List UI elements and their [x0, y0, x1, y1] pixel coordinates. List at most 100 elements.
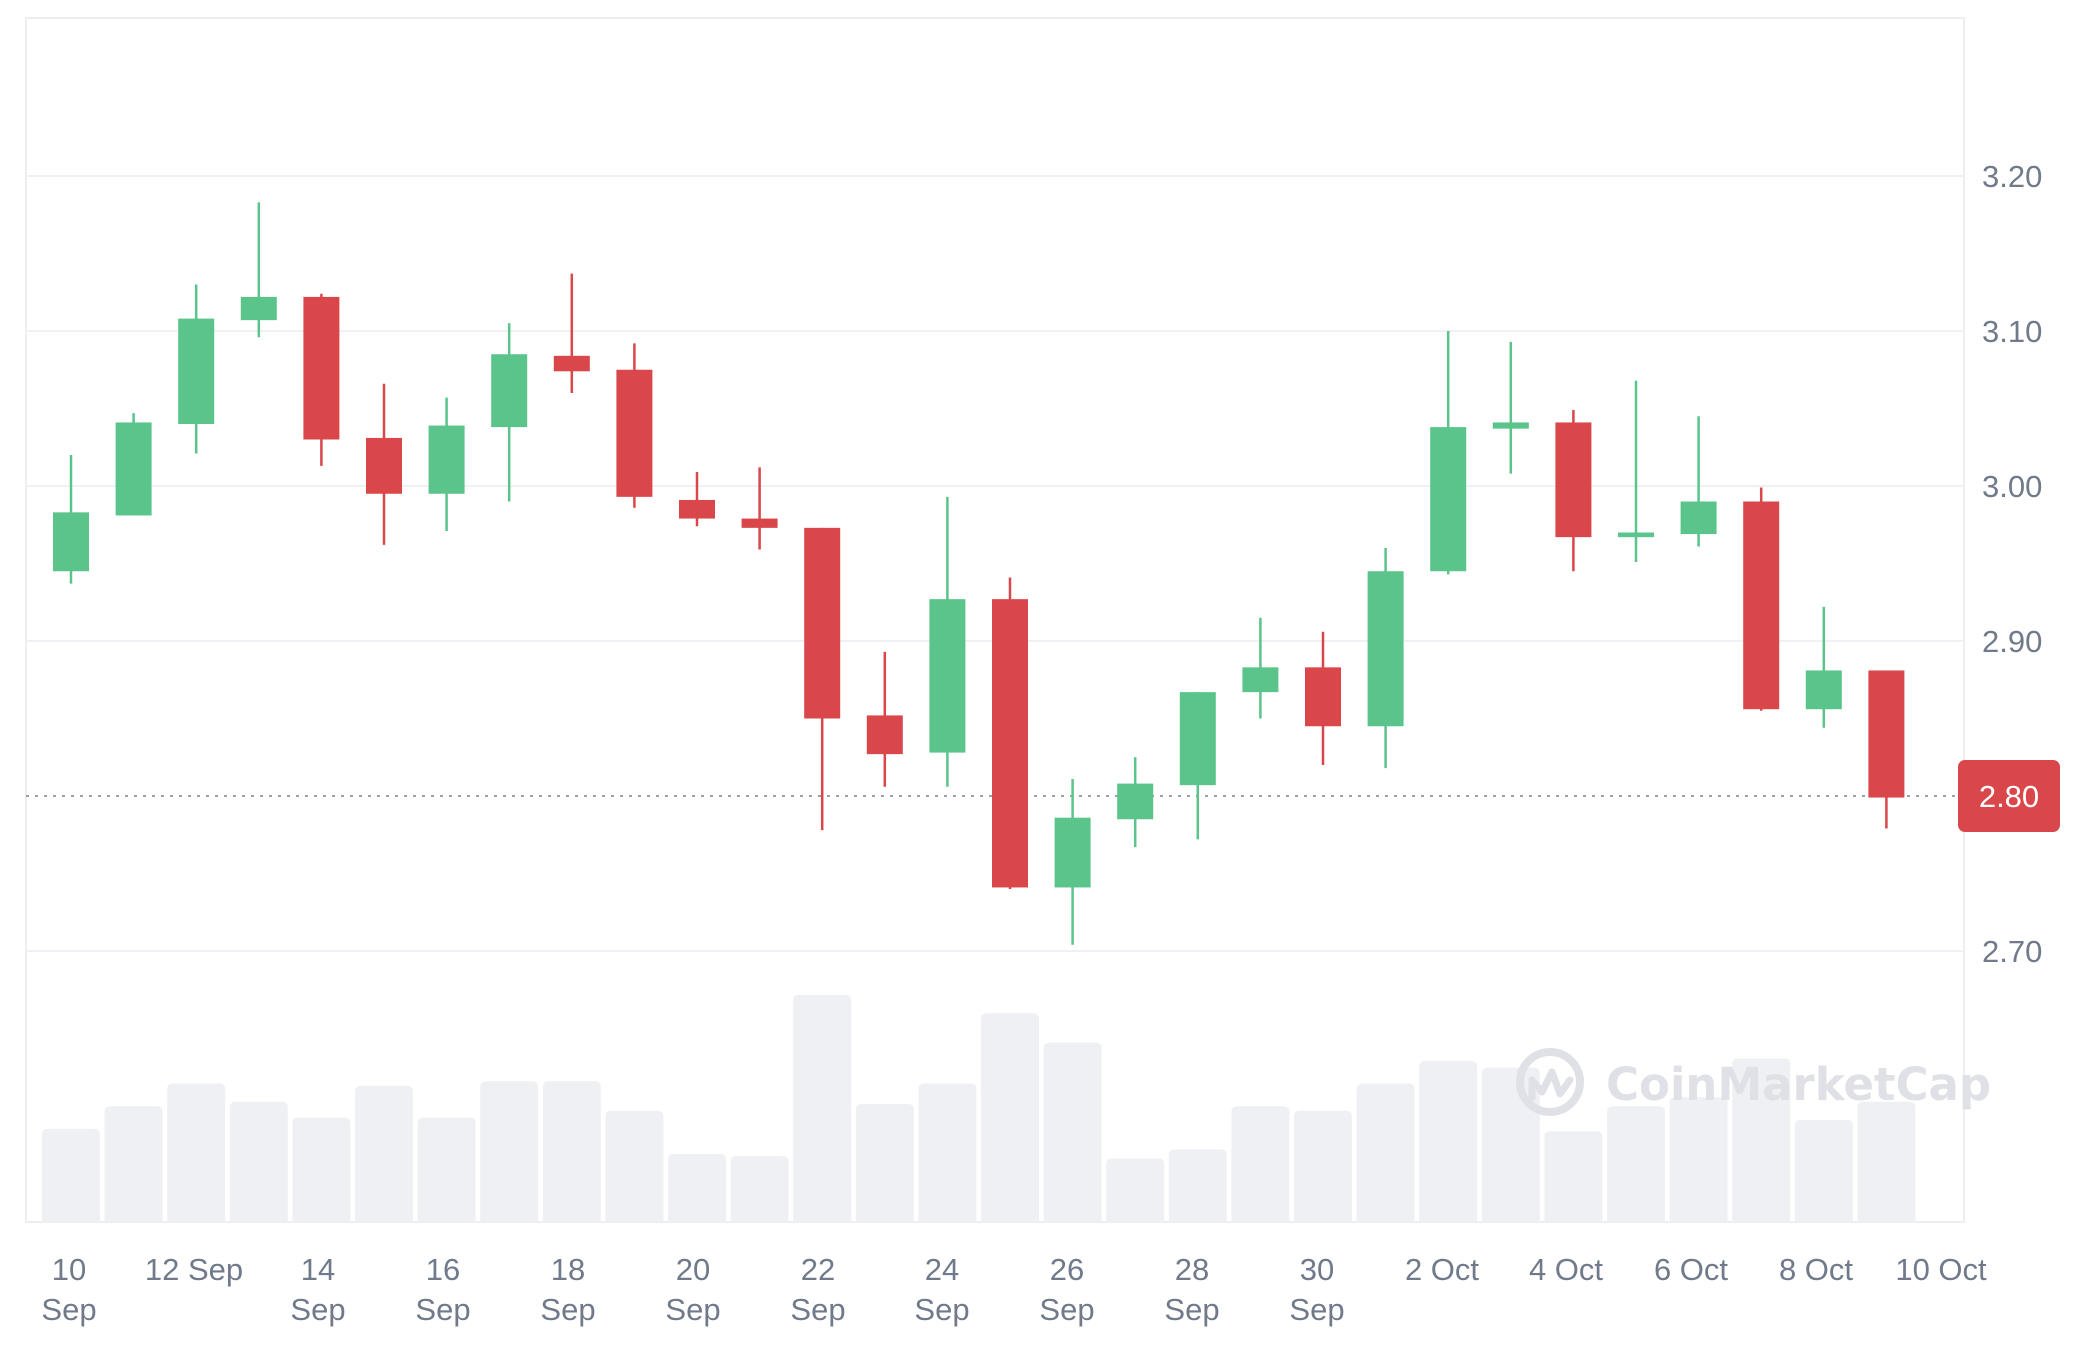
grid-lines — [26, 175, 1964, 952]
y-tick-label: 3.00 — [1982, 469, 2042, 504]
candle — [553, 273, 590, 393]
x-tick-line: 26 — [1050, 1252, 1084, 1287]
candle-body — [1242, 667, 1279, 693]
x-tick-line: 14 — [301, 1252, 335, 1287]
x-tick-line: 6 Oct — [1654, 1252, 1728, 1287]
candle — [303, 293, 340, 466]
x-tick-line: 22 — [801, 1252, 835, 1287]
candle-body — [1868, 670, 1905, 798]
candle — [866, 651, 903, 787]
volume-bar — [355, 1085, 413, 1222]
volume-bars — [42, 995, 1916, 1222]
candle — [428, 397, 465, 531]
x-tick-line: 20 — [676, 1252, 710, 1287]
x-tick-line: Sep — [540, 1292, 595, 1327]
candle — [240, 202, 277, 338]
candle-body — [992, 599, 1028, 888]
candle — [1305, 631, 1341, 765]
candle-body — [1618, 532, 1654, 538]
x-tick-label: 4 Oct — [1529, 1252, 1603, 1287]
x-tick-label: 18 Sep — [540, 1252, 595, 1327]
x-tick-label: 26 Sep — [1039, 1252, 1094, 1327]
volume-bar — [793, 995, 852, 1222]
candle — [1743, 487, 1780, 711]
candle-body — [679, 499, 715, 519]
coinmarketcap-logo-icon — [1516, 1048, 1584, 1116]
x-tick-label: 16 Sep — [415, 1252, 470, 1327]
volume-bar — [1794, 1119, 1853, 1222]
candle-body — [366, 437, 402, 494]
x-tick-label: 22 Sep — [790, 1252, 845, 1327]
candle-body — [491, 354, 528, 428]
x-tick-line: 12 Sep — [145, 1252, 243, 1287]
candle — [1868, 670, 1905, 829]
candle-body — [115, 422, 152, 516]
volume-bar — [1481, 1067, 1540, 1222]
candle — [1054, 778, 1091, 945]
x-tick-line: Sep — [41, 1292, 96, 1327]
x-tick-line: 2 Oct — [1405, 1252, 1479, 1287]
candle-body — [303, 296, 340, 440]
volume-bar — [167, 1083, 226, 1222]
x-tick-line: 18 — [551, 1252, 585, 1287]
volume-bar — [1857, 1101, 1916, 1222]
x-axis: 10 Sep 12 Sep 14 Sep 16 Sep 18 Sep 20 Sep 22 Sep 24 Se… — [41, 1252, 1987, 1327]
x-tick-label: 12 Sep — [145, 1252, 243, 1287]
candle-body — [866, 715, 903, 755]
x-tick-line: Sep — [1289, 1292, 1344, 1327]
candle-body — [1367, 571, 1404, 727]
candle — [741, 467, 778, 550]
x-tick-line: 10 — [52, 1252, 86, 1287]
volume-bar — [668, 1153, 726, 1222]
candle-body — [741, 518, 778, 528]
candle-body — [929, 599, 966, 753]
volume-bar — [1544, 1131, 1603, 1222]
x-tick-line: Sep — [914, 1292, 969, 1327]
candle — [616, 343, 653, 508]
candle — [491, 323, 528, 502]
x-tick-line: Sep — [665, 1292, 720, 1327]
x-tick-label: 2 Oct — [1405, 1252, 1479, 1287]
watermark-text: CoinMarketCap — [1606, 1058, 1991, 1111]
candle-body — [428, 425, 465, 494]
y-tick-label: 2.90 — [1982, 624, 2042, 659]
x-tick-line: 30 — [1300, 1252, 1334, 1287]
y-tick-label: 3.10 — [1982, 314, 2042, 349]
candle — [1242, 617, 1279, 719]
candle-body — [1680, 501, 1717, 535]
volume-bar — [1043, 1042, 1102, 1222]
candle-body — [1805, 670, 1842, 710]
candle — [178, 284, 215, 454]
volume-bar — [1732, 1058, 1791, 1222]
x-tick-line: 28 — [1175, 1252, 1209, 1287]
candle-body — [804, 527, 841, 719]
x-tick-line: Sep — [790, 1292, 845, 1327]
x-tick-label: 14 Sep — [290, 1252, 345, 1327]
candle-body — [553, 355, 590, 372]
x-tick-line: Sep — [1164, 1292, 1219, 1327]
candle — [929, 496, 966, 787]
candle — [115, 413, 152, 516]
candle-body — [1555, 422, 1592, 538]
volume-bar — [42, 1128, 100, 1222]
candle — [1367, 548, 1404, 769]
x-tick-label: 10 Sep — [41, 1252, 96, 1327]
volume-bar — [730, 1156, 789, 1222]
candles — [53, 202, 1905, 945]
candle-body — [240, 296, 277, 321]
volume-bar — [1106, 1158, 1165, 1222]
candle — [679, 472, 715, 527]
candle-body — [1117, 783, 1154, 820]
candle — [992, 577, 1028, 889]
x-tick-line: Sep — [290, 1292, 345, 1327]
candle — [1430, 331, 1467, 575]
watermark: CoinMarketCap — [1516, 1048, 1991, 1116]
candle-body — [1743, 501, 1780, 710]
volume-bar — [1294, 1110, 1352, 1222]
candle — [1179, 692, 1216, 840]
volume-bar — [605, 1110, 664, 1222]
volume-bar — [1231, 1106, 1290, 1222]
y-tick-label: 2.70 — [1982, 934, 2042, 969]
volume-bar — [1356, 1083, 1415, 1222]
